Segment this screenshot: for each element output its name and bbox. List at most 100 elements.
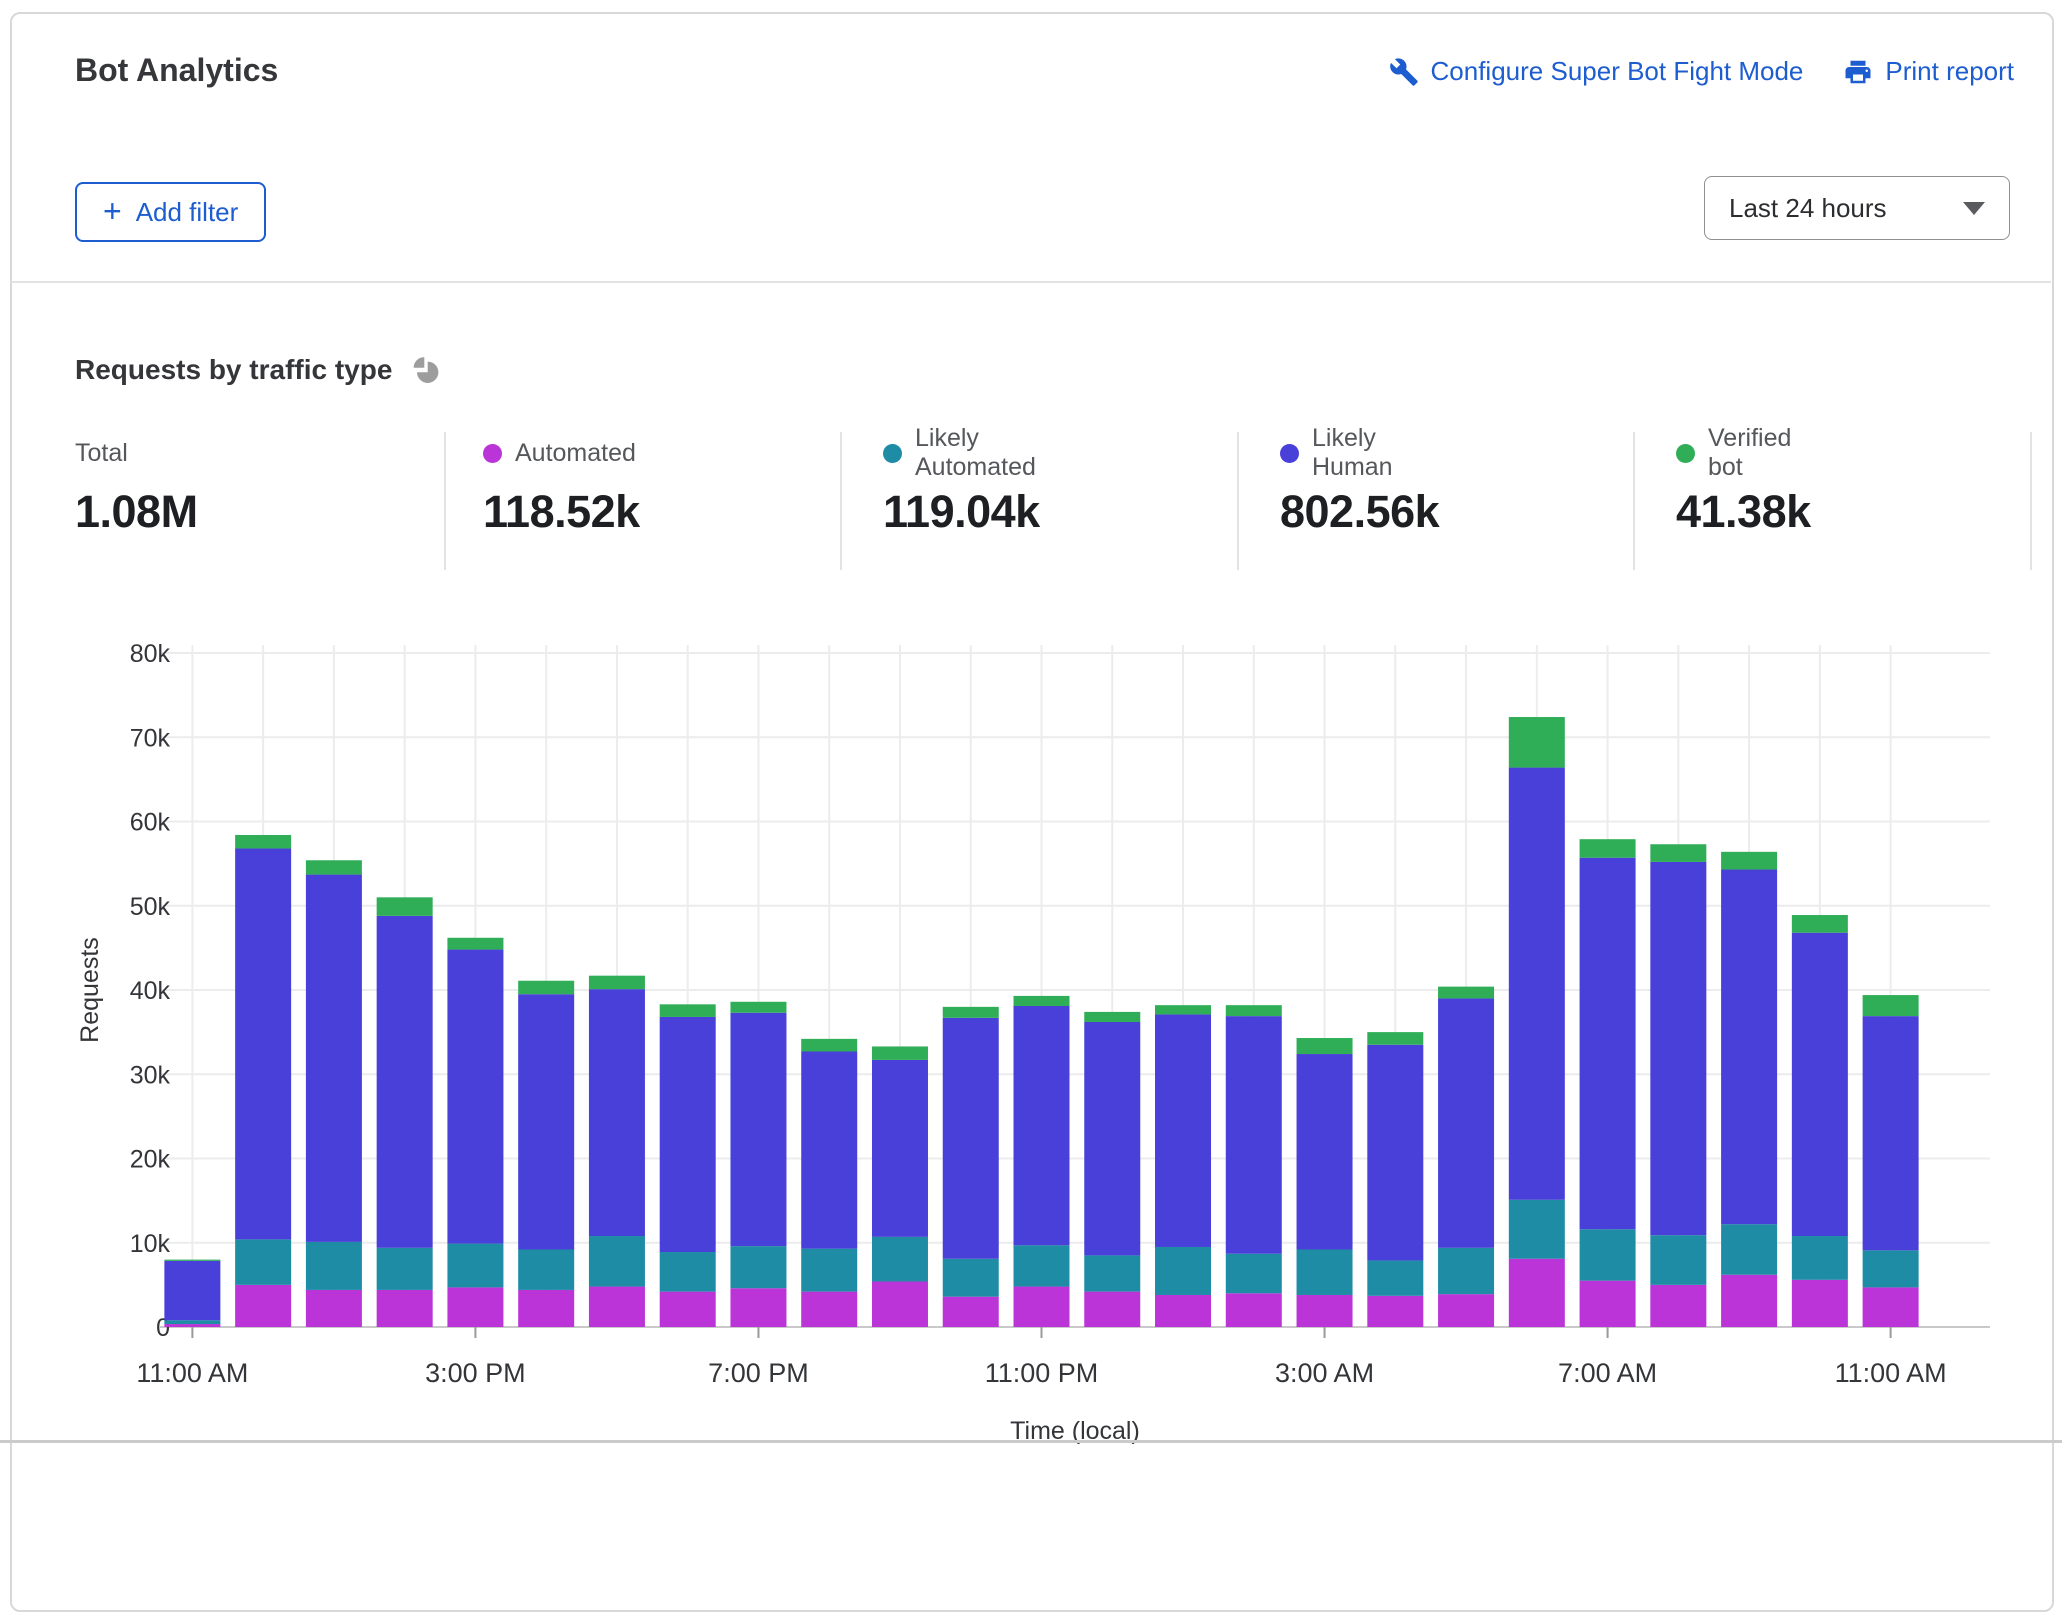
bar-segment-verified-bot[interactable] <box>730 1002 786 1013</box>
bar-segment-verified-bot[interactable] <box>1155 1005 1211 1014</box>
bar-segment-likely-human[interactable] <box>447 950 503 1244</box>
bar-segment-verified-bot[interactable] <box>1721 852 1777 870</box>
bar-segment-verified-bot[interactable] <box>1014 996 1070 1006</box>
bar-segment-likely-human[interactable] <box>1721 870 1777 1225</box>
bar-segment-verified-bot[interactable] <box>447 938 503 950</box>
bar-segment-verified-bot[interactable] <box>589 976 645 989</box>
bar-segment-verified-bot[interactable] <box>1084 1012 1140 1022</box>
bar-segment-automated[interactable] <box>1863 1287 1919 1327</box>
bar-segment-automated[interactable] <box>1155 1295 1211 1327</box>
bar-segment-automated[interactable] <box>1509 1259 1565 1327</box>
bar-segment-verified-bot[interactable] <box>872 1046 928 1059</box>
bar-segment-likely-human[interactable] <box>943 1018 999 1259</box>
bar-segment-automated[interactable] <box>306 1290 362 1327</box>
bar-segment-automated[interactable] <box>1367 1296 1423 1327</box>
bar-segment-automated[interactable] <box>801 1292 857 1327</box>
bar-segment-likely-automated[interactable] <box>1226 1254 1282 1294</box>
bar-segment-verified-bot[interactable] <box>164 1260 220 1261</box>
bar-segment-likely-automated[interactable] <box>1509 1200 1565 1259</box>
bar-segment-likely-human[interactable] <box>1863 1016 1919 1250</box>
bar-segment-verified-bot[interactable] <box>1509 717 1565 768</box>
bar-segment-likely-automated[interactable] <box>1650 1235 1706 1285</box>
bar-segment-verified-bot[interactable] <box>518 981 574 994</box>
bar-segment-verified-bot[interactable] <box>377 897 433 916</box>
bar-segment-likely-human[interactable] <box>1580 858 1636 1230</box>
bar-segment-likely-human[interactable] <box>1792 933 1848 1236</box>
bar-segment-likely-automated[interactable] <box>943 1259 999 1297</box>
bar-segment-likely-human[interactable] <box>235 848 291 1239</box>
bar-segment-likely-human[interactable] <box>164 1261 220 1320</box>
bar-segment-likely-automated[interactable] <box>1721 1224 1777 1275</box>
bar-segment-likely-human[interactable] <box>1367 1045 1423 1261</box>
bar-segment-likely-human[interactable] <box>1509 768 1565 1200</box>
bar-segment-verified-bot[interactable] <box>1863 995 1919 1016</box>
bar-segment-automated[interactable] <box>447 1287 503 1327</box>
bar-segment-verified-bot[interactable] <box>1297 1038 1353 1054</box>
bar-segment-likely-automated[interactable] <box>1297 1249 1353 1294</box>
bar-segment-verified-bot[interactable] <box>801 1039 857 1052</box>
bar-segment-likely-automated[interactable] <box>1438 1248 1494 1294</box>
bar-segment-likely-human[interactable] <box>306 875 362 1242</box>
bar-segment-verified-bot[interactable] <box>943 1007 999 1018</box>
bar-segment-likely-automated[interactable] <box>1084 1255 1140 1291</box>
bar-segment-likely-human[interactable] <box>518 994 574 1249</box>
bar-segment-likely-automated[interactable] <box>730 1246 786 1288</box>
bar-segment-automated[interactable] <box>589 1287 645 1327</box>
bar-segment-likely-automated[interactable] <box>164 1320 220 1324</box>
bar-segment-likely-automated[interactable] <box>589 1236 645 1287</box>
bar-segment-automated[interactable] <box>1580 1281 1636 1327</box>
bar-segment-automated[interactable] <box>1721 1275 1777 1327</box>
bar-segment-likely-human[interactable] <box>1650 862 1706 1235</box>
bar-segment-likely-human[interactable] <box>377 916 433 1248</box>
bar-segment-automated[interactable] <box>164 1324 220 1327</box>
bar-segment-likely-automated[interactable] <box>1863 1250 1919 1287</box>
bar-segment-likely-human[interactable] <box>1084 1022 1140 1255</box>
bar-segment-automated[interactable] <box>1014 1287 1070 1327</box>
bar-segment-verified-bot[interactable] <box>1792 915 1848 933</box>
bar-segment-likely-human[interactable] <box>1014 1006 1070 1245</box>
bar-segment-verified-bot[interactable] <box>1438 987 1494 999</box>
bar-segment-automated[interactable] <box>660 1292 716 1327</box>
bar-segment-verified-bot[interactable] <box>1367 1032 1423 1045</box>
bar-segment-likely-human[interactable] <box>1438 998 1494 1247</box>
bar-segment-automated[interactable] <box>1650 1285 1706 1327</box>
bar-segment-automated[interactable] <box>872 1282 928 1327</box>
bar-segment-likely-automated[interactable] <box>377 1248 433 1290</box>
bar-segment-verified-bot[interactable] <box>235 835 291 848</box>
bar-segment-likely-automated[interactable] <box>801 1249 857 1292</box>
bar-segment-automated[interactable] <box>1792 1280 1848 1327</box>
bar-segment-likely-human[interactable] <box>730 1013 786 1246</box>
bar-segment-likely-human[interactable] <box>872 1060 928 1237</box>
bar-segment-likely-human[interactable] <box>1155 1014 1211 1247</box>
bar-segment-likely-automated[interactable] <box>872 1237 928 1282</box>
bar-segment-likely-automated[interactable] <box>447 1244 503 1288</box>
bar-segment-likely-automated[interactable] <box>1580 1229 1636 1280</box>
bar-segment-likely-human[interactable] <box>1297 1054 1353 1249</box>
bar-segment-automated[interactable] <box>730 1288 786 1327</box>
bar-segment-likely-automated[interactable] <box>1155 1247 1211 1295</box>
bar-segment-likely-automated[interactable] <box>235 1239 291 1284</box>
bar-segment-automated[interactable] <box>1226 1293 1282 1327</box>
bar-segment-automated[interactable] <box>1438 1294 1494 1327</box>
bar-segment-verified-bot[interactable] <box>306 860 362 874</box>
bar-segment-likely-human[interactable] <box>589 989 645 1236</box>
bar-segment-verified-bot[interactable] <box>660 1004 716 1017</box>
bar-segment-automated[interactable] <box>1084 1292 1140 1327</box>
bar-segment-automated[interactable] <box>235 1285 291 1327</box>
bar-segment-automated[interactable] <box>1297 1295 1353 1327</box>
bar-segment-automated[interactable] <box>377 1290 433 1327</box>
bar-segment-likely-human[interactable] <box>801 1052 857 1249</box>
bar-segment-likely-automated[interactable] <box>518 1249 574 1289</box>
bar-segment-verified-bot[interactable] <box>1580 839 1636 858</box>
bar-segment-likely-human[interactable] <box>660 1017 716 1252</box>
bar-segment-automated[interactable] <box>943 1297 999 1327</box>
bar-segment-likely-automated[interactable] <box>306 1242 362 1290</box>
bar-segment-likely-automated[interactable] <box>1367 1260 1423 1295</box>
bar-segment-likely-automated[interactable] <box>660 1252 716 1292</box>
bar-segment-verified-bot[interactable] <box>1226 1005 1282 1016</box>
bar-segment-likely-automated[interactable] <box>1792 1236 1848 1280</box>
bar-segment-likely-automated[interactable] <box>1014 1245 1070 1286</box>
bar-segment-verified-bot[interactable] <box>1650 844 1706 862</box>
bar-segment-automated[interactable] <box>518 1290 574 1327</box>
bar-segment-likely-human[interactable] <box>1226 1016 1282 1254</box>
